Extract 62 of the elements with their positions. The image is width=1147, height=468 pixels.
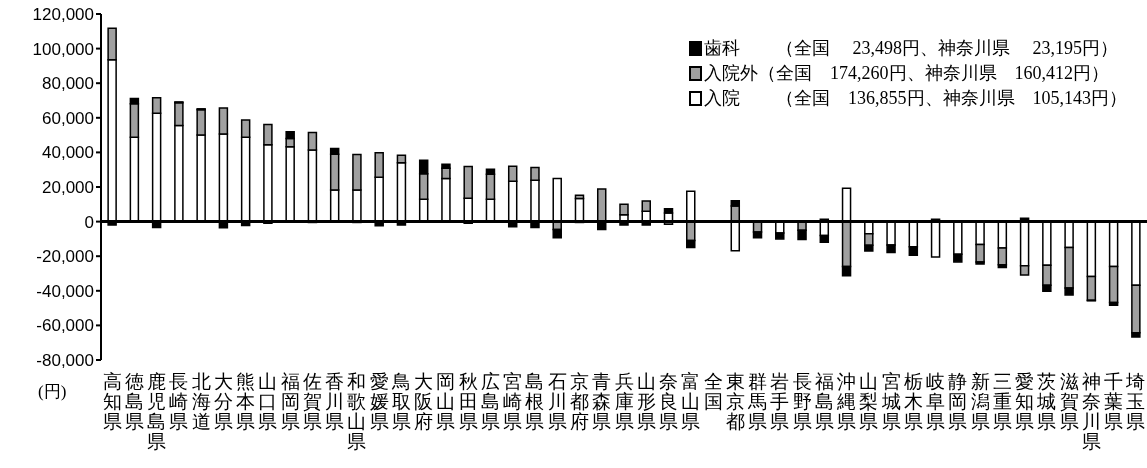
x-tick-label: 栃木県 — [903, 371, 923, 432]
x-tick-label: 山梨県 — [859, 371, 879, 432]
x-tick-label: 岡山県 — [436, 371, 456, 432]
legend-label: 入院外（全国 174,260円、神奈川県 160,412円） — [704, 62, 1109, 85]
x-tick-label: 埼玉県 — [1125, 371, 1146, 432]
x-tick-label: 石川県 — [547, 371, 567, 432]
x-tick-label: 富山県 — [681, 371, 701, 432]
x-tick-label: 鹿児島県 — [147, 371, 167, 452]
x-tick-label: 全国 — [703, 371, 723, 412]
x-tick-label: 山形県 — [636, 371, 656, 432]
x-tick-label: 東京都 — [725, 371, 745, 432]
x-tick-label: 島根県 — [525, 371, 545, 432]
x-tick-label: 兵庫県 — [614, 371, 634, 432]
x-tick-label: 福岡県 — [280, 371, 300, 432]
x-tick-label: 山口県 — [258, 371, 278, 432]
x-tick-label: 大分県 — [213, 371, 233, 432]
x-tick-label: 鳥取県 — [390, 371, 411, 432]
x-tick-label: 和歌山県 — [347, 371, 367, 452]
x-tick-label: 熊本県 — [236, 371, 256, 432]
y-tick-label: -20,000 — [36, 247, 94, 267]
y-tick-label: 100,000 — [32, 39, 94, 59]
y-tick-label: 40,000 — [42, 143, 94, 163]
x-tick-label: 三重県 — [992, 371, 1012, 432]
x-tick-label: 宮崎県 — [503, 371, 523, 432]
x-tick-label: 青森県 — [592, 371, 612, 432]
x-tick-label: 群馬県 — [747, 371, 768, 432]
x-tick-label: 長野県 — [792, 371, 812, 432]
x-tick-label: 高知県 — [102, 371, 122, 432]
y-tick-label: -80,000 — [36, 351, 94, 371]
y-axis-title: (円) — [38, 381, 67, 403]
x-tick-label: 岐阜県 — [926, 371, 946, 432]
x-tick-label: 静岡県 — [948, 371, 968, 432]
x-tick-label: 千葉県 — [1104, 371, 1124, 432]
x-tick-label: 徳島県 — [124, 371, 144, 432]
x-tick-label: 香川県 — [325, 371, 345, 432]
x-tick-label: 広島県 — [480, 371, 500, 432]
y-tick-label: -60,000 — [36, 316, 94, 336]
y-tick-label: 60,000 — [42, 108, 94, 128]
x-tick-label: 福島県 — [814, 371, 834, 432]
x-tick-label: 佐賀県 — [302, 371, 322, 432]
y-tick-label: -40,000 — [36, 281, 94, 301]
x-tick-label: 新潟県 — [970, 371, 990, 432]
x-tick-label: 沖縄県 — [836, 371, 857, 432]
x-tick-label: 愛知県 — [1015, 371, 1035, 432]
legend-label: 歯科 （全国 23,498円、神奈川県 23,195円） — [704, 37, 1118, 60]
x-tick-label: 大阪府 — [414, 371, 434, 432]
y-tick-label: 80,000 — [42, 74, 94, 94]
legend-label: 入院 （全国 136,855円、神奈川県 105,143円） — [704, 87, 1127, 110]
y-tick-label: 20,000 — [42, 178, 94, 198]
x-tick-label: 長崎県 — [169, 371, 189, 432]
x-tick-label: 北海道 — [191, 371, 211, 432]
y-tick-label: 0 — [84, 212, 94, 232]
x-tick-label: 秋田県 — [458, 371, 478, 432]
x-tick-label: 神奈川県 — [1081, 371, 1101, 452]
x-tick-label: 宮城県 — [880, 371, 901, 432]
x-tick-label: 岩手県 — [770, 371, 790, 432]
x-tick-label: 茨城県 — [1036, 371, 1057, 432]
x-tick-label: 滋賀県 — [1059, 371, 1079, 432]
x-tick-label: 愛媛県 — [369, 371, 389, 432]
x-tick-label: 京都府 — [569, 371, 589, 432]
y-tick-label: 120,000 — [32, 5, 94, 25]
x-tick-label: 奈良県 — [659, 371, 679, 432]
